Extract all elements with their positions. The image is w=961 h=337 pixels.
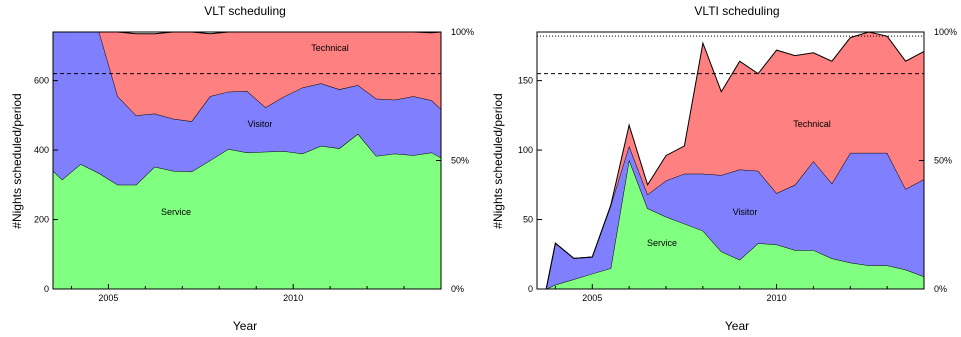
ticks: 0 50 100 150 2005 2010 0% 50% 100% [518,27,957,303]
annotation-service: Service [161,207,191,217]
annotation-visitor: Visitor [248,119,273,129]
right-tick-label: 50% [451,156,469,166]
y-tick-label: 400 [34,145,49,155]
y-tick-label: 0 [44,284,49,294]
y-tick-label: 150 [518,76,533,86]
x-axis-label: Year [233,319,257,333]
right-tick-label: 0% [451,284,464,294]
x-tick-label: 2005 [98,293,118,303]
y-axis-label: #Nights scheduled/period [10,93,24,228]
y-tick-label: 50 [523,215,533,225]
x-tick-label: 2005 [582,293,602,303]
plot-area [537,31,925,290]
annotation-technical: Technical [793,119,831,129]
vlt-chart: VLT scheduling 0 200 400 600 2005 2010 0% 50% 10… [10,4,474,333]
y-tick-label: 600 [34,76,49,86]
right-tick-label: 0% [934,284,947,294]
x-tick-label: 2010 [283,293,303,303]
area-technical [53,32,441,122]
reference-lines [537,35,924,75]
y-axis-label: #Nights scheduled/period [491,93,505,228]
plot-area [52,31,442,289]
y-tick-label: 200 [34,215,49,225]
annotations: Service Visitor Technical [647,119,831,248]
y-tick-label: 100 [518,145,533,155]
chart-title: VLT scheduling [204,4,286,18]
vlti-chart: VLTI scheduling 0 50 100 150 2005 2010 0% 50% 10… [491,4,957,333]
x-axis-label: Year [725,319,749,333]
area-service [53,133,441,289]
area-visitor [53,32,441,185]
area-visitor [537,145,924,289]
annotations: Service Visitor Technical [161,43,349,217]
chart-title: VLTI scheduling [694,4,779,18]
right-tick-label: 100% [934,27,957,37]
boundary-technical [537,31,925,290]
right-tick-label: 100% [451,27,474,37]
right-tick-label: 50% [934,156,952,166]
y-tick-label: 0 [528,284,533,294]
x-tick-label: 2010 [767,293,787,303]
area-technical [537,32,924,289]
annotation-visitor: Visitor [733,207,758,217]
annotation-technical: Technical [311,43,349,53]
annotation-service: Service [647,238,677,248]
ticks: 0 200 400 600 2005 2010 0% 50% 100% [34,27,474,303]
